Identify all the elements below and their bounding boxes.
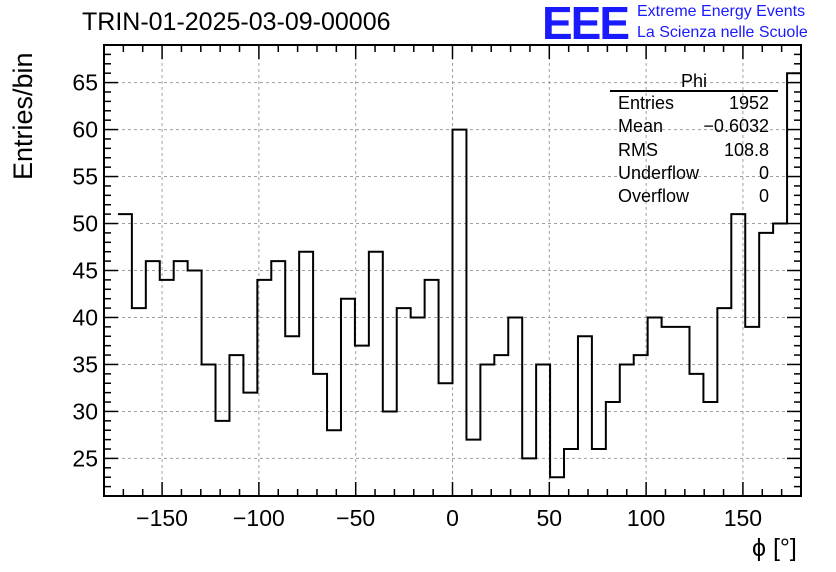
x-axis-label: ϕ [°] <box>752 534 797 562</box>
y-tick-label: 30 <box>72 398 98 424</box>
y-axis-label: Entries/bin <box>8 52 38 180</box>
stats-row: Underflow 0 <box>610 162 778 185</box>
eee-logo: EEE <box>542 0 630 49</box>
x-tick-label: −50 <box>336 505 375 531</box>
stats-value: 0 <box>758 162 769 183</box>
y-tick-label: 50 <box>72 211 98 237</box>
stats-value: −0.6032 <box>703 116 769 137</box>
x-tick-label: −150 <box>136 505 188 531</box>
axis-ticks <box>103 44 802 497</box>
x-tick-label: 50 <box>537 505 563 531</box>
stats-value: 108.8 <box>723 139 769 160</box>
logo-line-2: La Scienza nelle Scuole <box>637 24 808 41</box>
y-tick-label: 40 <box>72 304 98 330</box>
x-tick-label: 0 <box>446 505 459 531</box>
stats-label: RMS <box>618 139 658 160</box>
y-tick-labels: 25 30 35 40 45 50 55 60 65 <box>72 70 98 472</box>
y-tick-label: 60 <box>72 117 98 143</box>
stats-row: RMS 108.8 <box>610 139 778 162</box>
y-tick-label: 55 <box>72 164 98 190</box>
histogram-line <box>117 72 801 479</box>
x-tick-label: 150 <box>724 505 762 531</box>
stats-value: 1952 <box>728 93 769 113</box>
y-tick-label: 25 <box>72 445 98 471</box>
x-tick-label: −100 <box>233 505 285 531</box>
y-tick-label: 45 <box>72 258 98 284</box>
stats-label: Mean <box>618 116 664 137</box>
stats-value: 0 <box>758 186 769 207</box>
stats-title: Phi <box>610 72 778 92</box>
stats-row: Entries 1952 <box>610 92 778 115</box>
y-tick-label: 35 <box>72 351 98 377</box>
x-tick-labels: −150 −100 −50 0 50 100 150 <box>136 505 762 531</box>
chart-title: TRIN-01-2025-03-09-00006 <box>82 8 391 36</box>
stats-label: Underflow <box>618 162 700 183</box>
y-tick-label: 65 <box>72 70 98 96</box>
stats-row: Overflow 0 <box>610 185 778 208</box>
stats-label: Overflow <box>618 186 690 207</box>
x-tick-label: 100 <box>627 505 665 531</box>
stats-box: Phi Entries 1952 Mean −0.6032 RMS 108.8 Und… <box>610 72 778 208</box>
stats-label: Entries <box>618 93 675 113</box>
stats-row: Mean −0.6032 <box>610 115 778 138</box>
logo-line-1: Extreme Energy Events <box>637 3 806 20</box>
